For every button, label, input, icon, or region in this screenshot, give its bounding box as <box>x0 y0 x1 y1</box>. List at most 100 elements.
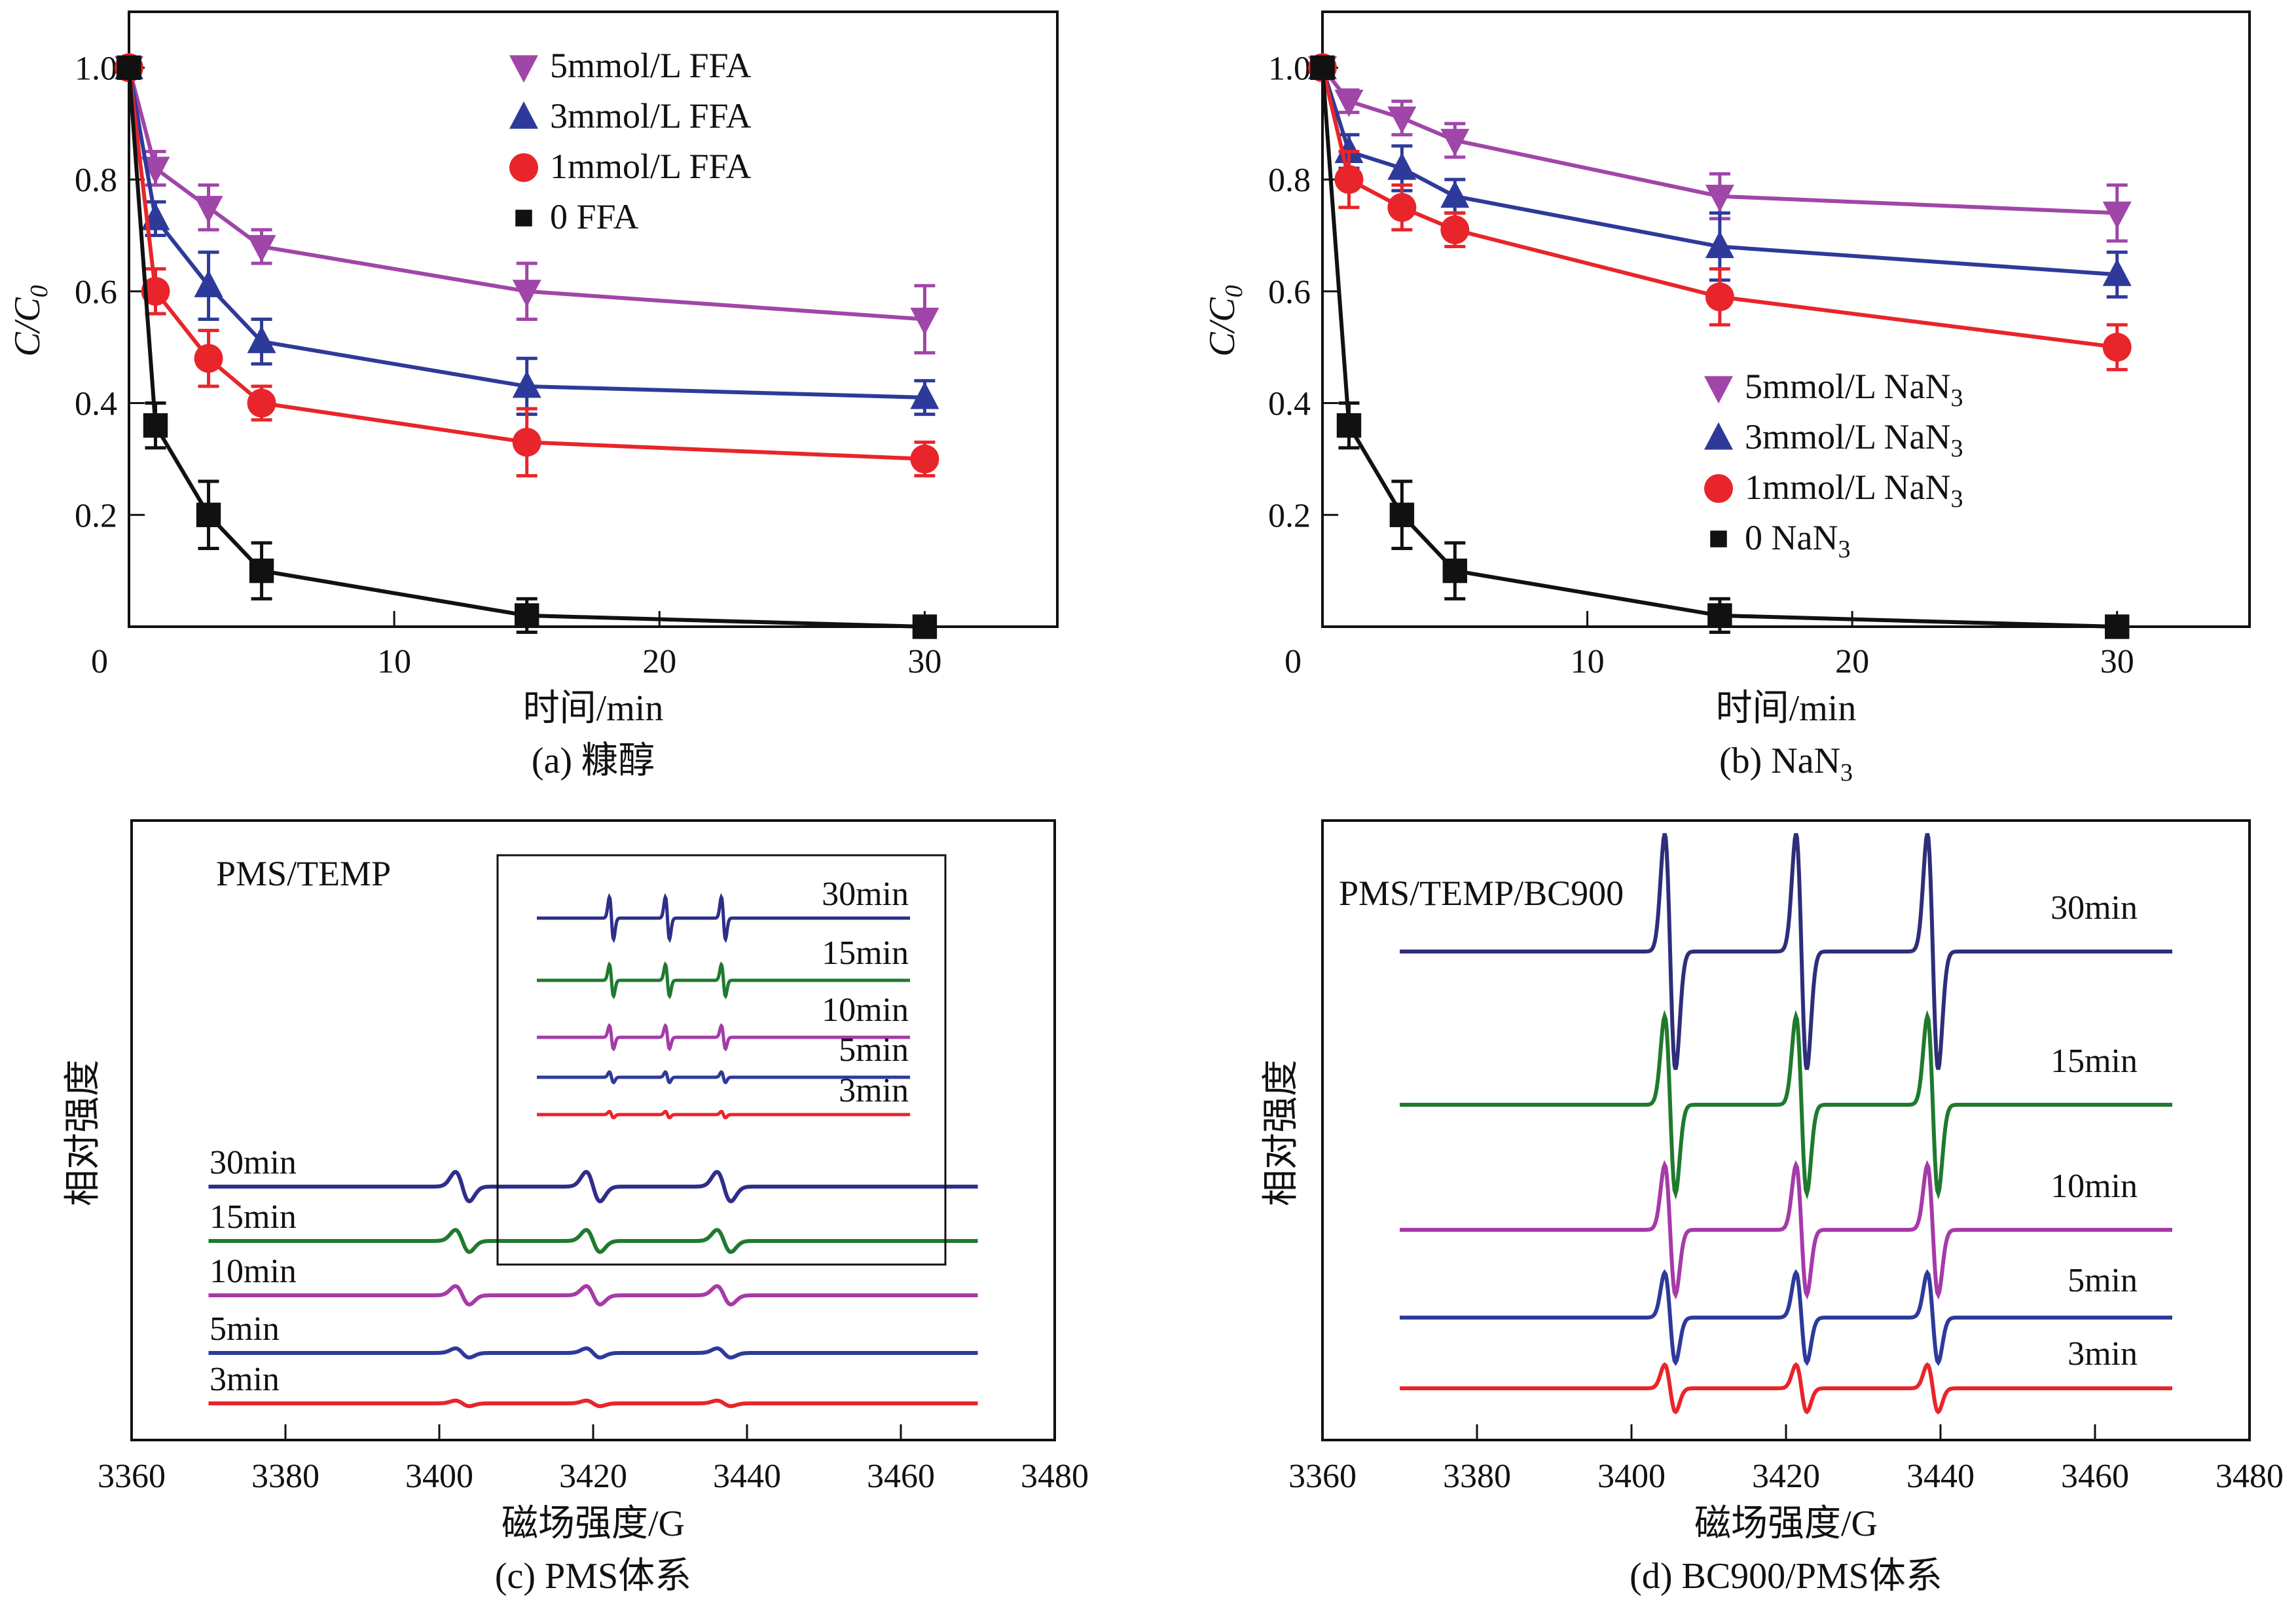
marker-circle <box>1704 474 1733 503</box>
marker-square <box>117 55 141 81</box>
curve-label: 30min <box>2050 889 2138 927</box>
inset-spectrum-line <box>537 893 910 944</box>
marker-square <box>249 558 274 583</box>
curve-label: 3min <box>210 1361 280 1398</box>
annotation: PMS/TEMP/BC900 <box>1339 874 1624 913</box>
x-tick-label: 30 <box>907 643 941 680</box>
y-tick-label: 0.6 <box>75 274 117 311</box>
legend-subscript: 3 <box>1838 536 1850 563</box>
x-tick-label: 10 <box>377 643 411 680</box>
series-line <box>127 67 925 629</box>
y-tick-label: 0.8 <box>75 162 117 199</box>
marker-triangle-down <box>1705 185 1734 212</box>
x-tick-label: 3400 <box>1597 1458 1666 1495</box>
y-tick-label: 0.8 <box>1268 162 1311 199</box>
marker-triangle-up <box>1440 180 1470 208</box>
marker-circle <box>1334 165 1364 194</box>
plot-frame <box>1321 10 2251 628</box>
legend-subscript: 3 <box>1950 384 1963 412</box>
marker-triangle-up <box>1387 152 1417 180</box>
x-tick-label: 0 <box>91 643 108 680</box>
legend: 5mmol/L FFA 3mmol/L FFA 1mmol/L FFA 0 FFA <box>509 46 752 236</box>
x-axis-label: 时间/min <box>523 688 664 729</box>
x-tick-label: 3480 <box>2215 1458 2284 1495</box>
x-tick-label: 3420 <box>559 1458 627 1495</box>
annotation: PMS/TEMP <box>216 854 391 893</box>
legend: 5mmol/L NaN3 3mmol/L NaN3 1mmol/L NaN3 0 Na… <box>1704 367 1963 563</box>
marker-square <box>515 603 539 628</box>
marker-triangle-up <box>512 370 541 398</box>
marker-triangle-up <box>247 325 276 354</box>
marker-square <box>1707 603 1732 628</box>
series-group <box>115 52 939 639</box>
panel-c: 3360 3380 3400 3420 3440 3460 3480 30min 15min 1… <box>63 819 1089 1597</box>
inset-spectrum-line <box>537 1070 910 1084</box>
marker-square <box>1310 55 1335 81</box>
y-axis-label: C/C0 <box>7 285 53 356</box>
marker-circle <box>509 153 538 182</box>
axis-ticks: 3360 3380 3400 3420 3440 3460 3480 <box>98 1424 1089 1495</box>
inset-curve-label: 3min <box>839 1072 909 1109</box>
curve-label: 5min <box>210 1310 280 1348</box>
x-tick-label: 3380 <box>1443 1458 1511 1495</box>
spectrum-line <box>208 1170 978 1204</box>
x-tick-label: 3460 <box>867 1458 935 1495</box>
marker-circle <box>1440 215 1470 244</box>
y-axis-label: 相对强度 <box>1261 1060 1302 1206</box>
series-group: 30min 15min 10min 5min 3min <box>208 1144 978 1409</box>
spectrum-line <box>1400 1362 2172 1415</box>
x-tick-label: 3480 <box>1021 1458 1089 1495</box>
series-line <box>127 67 925 400</box>
x-axis-label: 磁场强度/G <box>501 1504 685 1544</box>
panel-caption: (d) BC900/PMS体系 <box>1630 1556 1942 1597</box>
marker-circle <box>194 344 223 373</box>
legend-subscript: 3 <box>1950 435 1963 462</box>
panel-b: 0 10 20 30 0.2 0.4 0.6 0.8 1.0 5mmol/L NaN3 3mmol… <box>1202 10 2251 786</box>
marker-circle <box>1387 193 1417 222</box>
marker-triangle-down <box>512 280 541 308</box>
legend-label: 1mmol/L FFA <box>550 147 752 186</box>
legend-label: 3mmol/L FFA <box>550 96 752 136</box>
curve-label: 30min <box>210 1144 297 1181</box>
legend-label: 1mmol/L NaN3 <box>1745 468 1963 513</box>
legend-label: 0 FFA <box>550 197 639 236</box>
y-tick-label: 1.0 <box>1268 50 1311 87</box>
caption-text: (b) NaN <box>1719 741 1840 781</box>
plot-frame <box>128 10 1059 628</box>
marker-triangle-down <box>194 196 223 223</box>
marker-triangle-down <box>910 307 939 335</box>
spectrum-line <box>208 1228 978 1254</box>
spectrum-line <box>208 1346 978 1360</box>
inset-curve-label: 30min <box>822 876 909 913</box>
series-line <box>1321 67 2118 350</box>
marker-square <box>515 210 532 227</box>
y-axis-label: C/C0 <box>1202 285 1248 356</box>
y-tick-label: 0.2 <box>75 497 117 534</box>
marker-triangle-down <box>1704 376 1733 404</box>
marker-square <box>1442 558 1467 583</box>
x-tick-label: 3440 <box>713 1458 781 1495</box>
legend-label: 3mmol/L NaN3 <box>1745 417 1963 462</box>
panel-caption: (b) NaN3 <box>1719 741 1853 786</box>
panel-a: 0 10 20 30 0.2 0.4 0.6 0.8 1.0 5mmol/L FFA 3mmol/… <box>7 10 1059 781</box>
series-group: 30min 15min 10min 5min 3min <box>1400 833 2172 1415</box>
marker-triangle-up <box>910 381 939 409</box>
legend-label: 5mmol/L FFA <box>550 46 752 85</box>
curve-label: 10min <box>210 1253 297 1290</box>
marker-triangle-down <box>1334 89 1364 117</box>
y-tick-label: 0.6 <box>1268 274 1311 311</box>
x-tick-label: 3380 <box>251 1458 319 1495</box>
x-tick-label: 3360 <box>1288 1458 1357 1495</box>
x-tick-label: 3440 <box>1906 1458 1975 1495</box>
x-tick-label: 3400 <box>405 1458 473 1495</box>
marker-circle <box>2102 333 2132 362</box>
inset-curve-label: 10min <box>822 991 909 1029</box>
caption-subscript: 3 <box>1840 759 1853 786</box>
series-group <box>1308 52 2132 639</box>
y-tick-label: 0.2 <box>1268 497 1311 534</box>
spectrum-line <box>208 1398 978 1409</box>
axis-ticks: 3360 3380 3400 3420 3440 3460 3480 <box>1288 1424 2284 1495</box>
spectrum-line <box>208 1284 978 1307</box>
marker-triangle-up <box>1705 231 1734 259</box>
